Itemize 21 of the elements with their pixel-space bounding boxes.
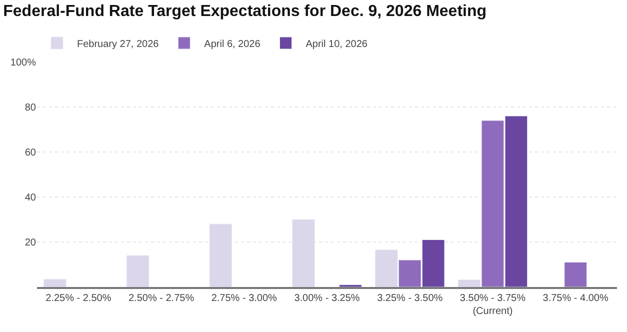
x-tick-label: 3.50% - 3.75% (Current): [460, 293, 526, 317]
x-tick-label: 2.75% - 3.00%: [211, 293, 278, 304]
x-tick-label: 2.50% - 2.75%: [128, 293, 194, 304]
y-tick-label: 20: [24, 238, 36, 248]
bar: [292, 219, 315, 287]
x-tick-label: 3.25% - 3.50%: [377, 293, 443, 304]
bar: [44, 278, 66, 287]
bar: [209, 224, 232, 287]
x-tick-label: 3.75% - 4.00%: [542, 293, 608, 304]
x-tick-label: 3.00% - 3.25%: [294, 293, 360, 304]
y-tick-label: 40: [24, 192, 36, 204]
chart-title: Federal-Fund Rate Target Expectations for Dec. 9, 2026 Meeting: [3, 3, 487, 20]
legend-label: February 27, 2026: [77, 38, 160, 50]
legend-label: April 10, 2026: [306, 38, 368, 50]
y-tick-label: 100%: [10, 58, 36, 68]
y-tick-label: 80: [24, 102, 36, 114]
x-tick-label: 2.25% - 2.50%: [46, 293, 112, 304]
bar: [126, 255, 150, 287]
y-tick-label: 60: [24, 148, 36, 158]
bar: [564, 262, 587, 287]
legend-label: April 6, 2026: [204, 38, 261, 50]
